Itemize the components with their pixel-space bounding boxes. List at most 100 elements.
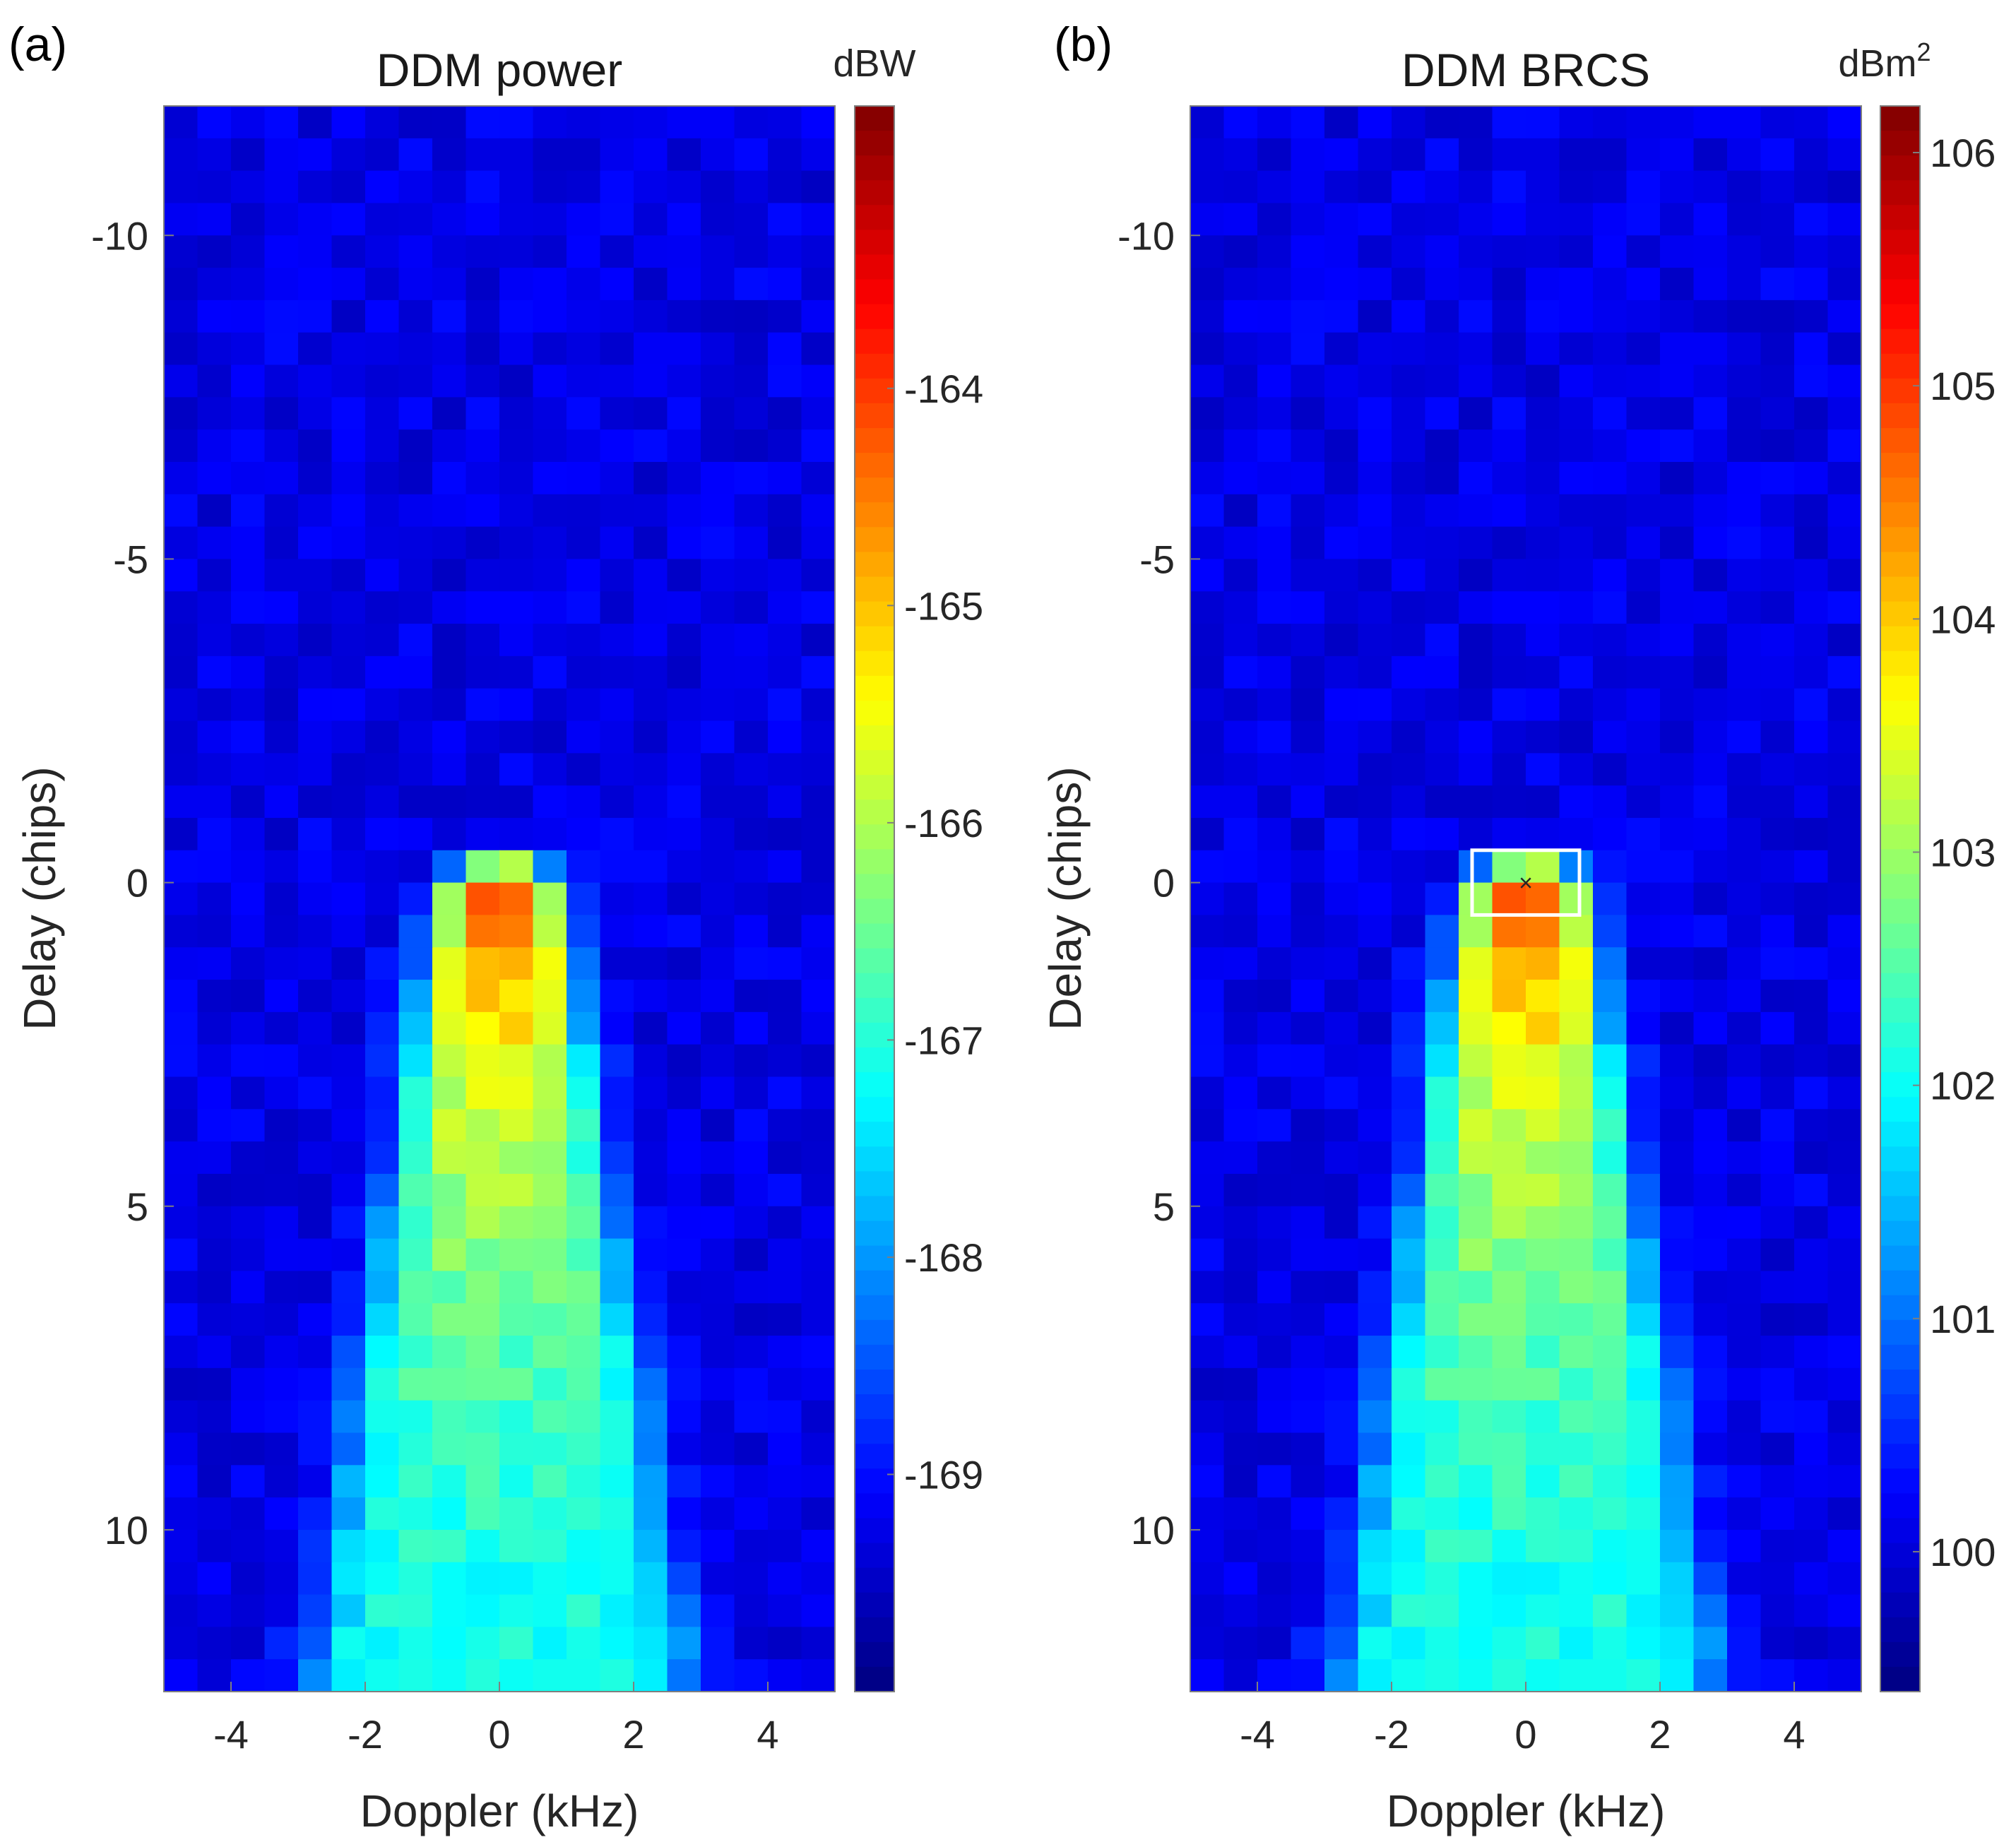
heatmap-cell (231, 268, 266, 301)
heatmap-cell (1526, 203, 1560, 237)
heatmap-cell (331, 1109, 366, 1142)
heatmap-cell (701, 1173, 735, 1207)
heatmap-cell (197, 915, 232, 949)
heatmap-cell (1425, 1303, 1459, 1336)
heatmap-cell (533, 753, 567, 786)
heatmap-cell (1559, 1400, 1594, 1434)
heatmap-cell (466, 235, 500, 268)
heatmap-cell (801, 1367, 836, 1401)
heatmap-cell (1827, 817, 1862, 851)
colorbar-segment (1880, 502, 1920, 528)
heatmap-cell (365, 624, 400, 657)
colorbar-segment (855, 552, 894, 578)
heatmap-cell (634, 268, 668, 301)
heatmap-cell (331, 461, 366, 495)
heatmap-cell (398, 1206, 433, 1240)
heatmap-cell (1626, 138, 1661, 172)
heatmap-cell (734, 203, 769, 237)
heatmap-cell (365, 882, 400, 916)
heatmap-cell (1223, 1044, 1258, 1078)
colorbar-segment (1880, 750, 1920, 776)
heatmap-cell (1257, 1659, 1292, 1692)
heatmap-cell (499, 170, 534, 204)
heatmap-cell (1190, 1303, 1225, 1336)
heatmap-cell (1358, 915, 1392, 949)
heatmap-cell (701, 106, 735, 139)
heatmap-cell (499, 1627, 534, 1660)
heatmap-cell (1492, 688, 1526, 722)
heatmap-cell (1626, 1271, 1661, 1305)
heatmap-cell (264, 947, 299, 980)
heatmap-cell (365, 947, 400, 980)
heatmap-cell (432, 170, 467, 204)
heatmap-cell (1492, 1238, 1526, 1272)
colorbar-tick-label: 103 (1930, 830, 1996, 874)
heatmap-cell (365, 1529, 400, 1563)
heatmap-cell (1358, 429, 1392, 463)
heatmap-cell (164, 170, 198, 204)
heatmap-cell (801, 1141, 836, 1175)
heatmap-cell (398, 624, 433, 657)
heatmap-cell (432, 753, 467, 786)
heatmap-cell (1358, 1529, 1392, 1563)
heatmap-cell (197, 1109, 232, 1142)
heatmap-cell (432, 429, 467, 463)
heatmap-cell (1425, 1011, 1459, 1045)
heatmap-cell (701, 559, 735, 593)
heatmap-cell (1626, 1659, 1661, 1692)
heatmap-cell (1392, 624, 1426, 657)
colorbar-segment (855, 997, 894, 1023)
heatmap-cell (1827, 268, 1862, 301)
heatmap-cell (298, 397, 333, 430)
heatmap-cell (1190, 655, 1225, 689)
heatmap-cell (164, 882, 198, 916)
heatmap-cell (1324, 1400, 1359, 1434)
heatmap-cell (1190, 1627, 1225, 1660)
heatmap-cell (466, 785, 500, 819)
heatmap-cell (1827, 1497, 1862, 1531)
heatmap-cell (1827, 1594, 1862, 1628)
colorbar-segment (1880, 1592, 1920, 1618)
heatmap-cell (1727, 624, 1762, 657)
heatmap-cell (1827, 1303, 1862, 1336)
heatmap-cell (634, 1141, 668, 1175)
heatmap-cell (1727, 1465, 1762, 1498)
heatmap-cell (466, 817, 500, 851)
heatmap-cell (533, 1109, 567, 1142)
heatmap-cell (1257, 980, 1292, 1013)
heatmap-cell (768, 1562, 802, 1596)
heatmap-cell (499, 138, 534, 172)
heatmap-cell (1727, 1141, 1762, 1175)
heatmap-cell (264, 235, 299, 268)
heatmap-cell (1693, 947, 1728, 980)
heatmap-cell (264, 494, 299, 528)
heatmap-cell (1693, 1011, 1728, 1045)
heatmap-cell (1727, 817, 1762, 851)
heatmap-cell (1392, 526, 1426, 560)
heatmap-cell (1626, 1562, 1661, 1596)
heatmap-cell (1760, 203, 1795, 237)
heatmap-cell (701, 299, 735, 333)
heatmap-cell (1190, 106, 1225, 139)
heatmap-cell (567, 817, 601, 851)
colorbar-segment (855, 898, 894, 925)
heatmap-cell (1760, 106, 1795, 139)
heatmap-cell (365, 915, 400, 949)
heatmap-cell (1626, 1141, 1661, 1175)
heatmap-cell (1693, 817, 1728, 851)
heatmap-cell (634, 753, 668, 786)
heatmap-cell (197, 850, 232, 884)
title-b: DDM BRCS (1401, 44, 1650, 96)
heatmap-cell (1626, 526, 1661, 560)
heatmap-cell (600, 1367, 634, 1401)
heatmap-cell (1425, 817, 1459, 851)
heatmap-cell (1358, 1303, 1392, 1336)
heatmap-cell (600, 1562, 634, 1596)
heatmap-cell (1593, 720, 1627, 754)
heatmap-cell (1827, 138, 1862, 172)
colorbar-segment (1880, 997, 1920, 1023)
heatmap-cell (701, 1432, 735, 1466)
heatmap-cell (768, 364, 802, 398)
heatmap-cell (1392, 1659, 1426, 1692)
heatmap-cell (1223, 526, 1258, 560)
